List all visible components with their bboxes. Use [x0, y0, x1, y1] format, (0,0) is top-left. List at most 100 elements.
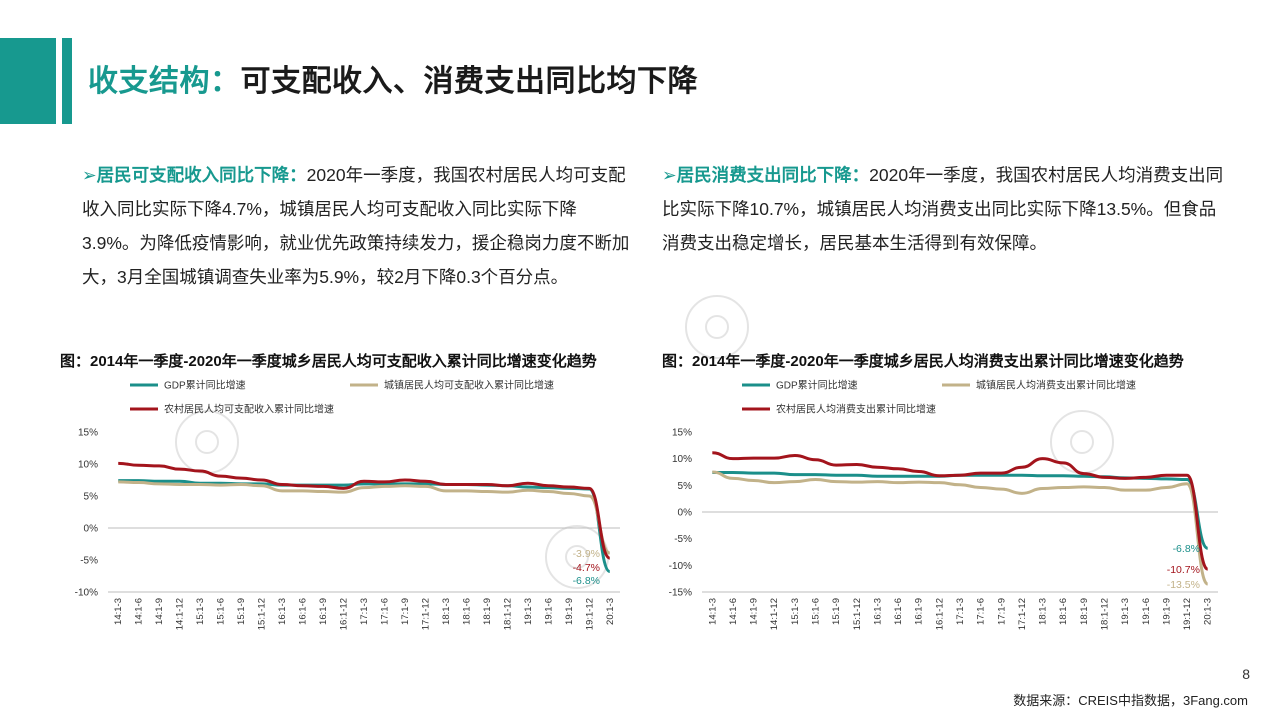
x-tick-label: 19:1-9 [1161, 598, 1172, 625]
spending-paragraph-lead: 居民消费支出同比下降： [676, 165, 870, 185]
x-tick-label: 18:1-12 [502, 598, 513, 630]
y-tick-label: 5% [678, 481, 693, 492]
x-tick-label: 16:1-9 [914, 598, 925, 625]
y-tick-label: -10% [75, 588, 98, 599]
x-tick-label: 15:1-12 [852, 598, 863, 630]
x-tick-label: 14:1-3 [707, 598, 718, 625]
data-label: -6.8% [573, 575, 600, 587]
y-tick-label: 0% [84, 524, 99, 535]
x-tick-label: 14:1-12 [175, 598, 186, 630]
y-tick-label: 15% [78, 428, 98, 439]
x-tick-label: 16:1-3 [872, 598, 883, 625]
x-tick-label: 15:1-3 [195, 598, 206, 625]
data-label: -6.8% [1173, 543, 1200, 555]
arrow-bullet-icon: ➢ [662, 165, 677, 185]
x-tick-label: 18:1-3 [1038, 598, 1049, 625]
x-tick-label: 15:1-9 [831, 598, 842, 625]
series-line-2 [118, 461, 611, 560]
legend-label: 农村居民人均消费支出累计同比增速 [776, 403, 936, 416]
legend-label: 城镇居民人均可支配收入累计同比增速 [384, 379, 554, 392]
x-tick-label: 16:1-12 [934, 598, 945, 630]
x-tick-label: 14:1-6 [728, 598, 739, 625]
x-tick-label: 18:1-9 [1079, 598, 1090, 625]
data-label: -4.7% [573, 562, 600, 574]
legend-item-2: 农村居民人均可支配收入累计同比增速 [130, 403, 334, 416]
income-paragraph: ➢居民可支配收入同比下降：2020年一季度，我国农村居民人均可支配收入同比实际下… [82, 158, 632, 294]
y-tick-label: 15% [672, 428, 692, 439]
x-tick-label: 19:1-9 [564, 598, 575, 625]
x-tick-label: 19:1-3 [1120, 598, 1131, 625]
x-tick-label: 14:1-12 [769, 598, 780, 630]
data-source-note: 数据来源：CREIS中指数据，3Fang.com [1013, 693, 1248, 708]
x-tick-label: 17:1-12 [1017, 598, 1028, 630]
x-tick-label: 14:1-6 [134, 598, 145, 625]
x-tick-label: 20:1-3 [605, 598, 616, 625]
spending-chart-title: 图：2014年一季度-2020年一季度城乡居民人均消费支出累计同比增速变化趋势 [662, 353, 1184, 370]
data-label: -13.5% [1167, 579, 1200, 591]
spending-growth-chart: GDP累计同比增速 城镇居民人均消费支出累计同比增速农村居民人均消费支出累计同比增… [669, 379, 1218, 630]
y-tick-label: 10% [672, 454, 692, 465]
x-tick-label: 17:1-6 [379, 598, 390, 625]
income-chart-title: 图：2014年一季度-2020年一季度城乡居民人均可支配收入累计同比增速变化趋势 [60, 353, 597, 370]
page-title: 收支结构：可支配收入、消费支出同比均下降 [88, 56, 698, 100]
x-tick-label: 15:1-12 [257, 598, 268, 630]
watermark-seal [685, 295, 749, 359]
legend-label: 城镇居民人均消费支出累计同比增速 [976, 379, 1136, 392]
x-tick-label: 19:1-3 [523, 598, 534, 625]
series-line-0 [118, 479, 611, 574]
x-tick-label: 20:1-3 [1203, 598, 1214, 625]
series-line-1 [118, 480, 611, 555]
x-tick-label: 14:1-9 [154, 598, 165, 625]
x-tick-label: 18:1-3 [441, 598, 452, 625]
legend-label: 农村居民人均可支配收入累计同比增速 [164, 403, 334, 416]
x-tick-label: 18:1-6 [461, 598, 472, 625]
legend-item-0: GDP累计同比增速 [130, 379, 246, 392]
x-tick-label: 17:1-9 [996, 598, 1007, 625]
arrow-bullet-icon: ➢ [82, 165, 97, 185]
legend-label: GDP累计同比增速 [164, 379, 246, 392]
legend-item-1: 城镇居民人均消费支出累计同比增速 [942, 379, 1136, 392]
y-tick-label: -10% [669, 561, 692, 572]
x-tick-label: 15:1-6 [216, 598, 227, 625]
y-tick-label: -5% [674, 534, 692, 545]
x-tick-label: 17:1-9 [400, 598, 411, 625]
x-tick-label: 15:1-9 [236, 598, 247, 625]
x-tick-label: 16:1-3 [277, 598, 288, 625]
data-label: -10.7% [1167, 564, 1200, 576]
legend-item-0: GDP累计同比增速 [742, 379, 858, 392]
income-paragraph-lead: 居民可支配收入同比下降： [96, 165, 307, 185]
x-tick-label: 16:1-6 [893, 598, 904, 625]
x-tick-label: 15:1-6 [811, 598, 822, 625]
x-tick-label: 17:1-12 [420, 598, 431, 630]
legend-label: GDP累计同比增速 [776, 379, 858, 392]
income-paragraph-body: 2020年一季度，我国农村居民人均可支配收入同比实际下降4.7%，城镇居民人均可… [82, 165, 630, 287]
y-tick-label: -15% [669, 588, 692, 599]
spending-paragraph: ➢居民消费支出同比下降：2020年一季度，我国农村居民人均消费支出同比实际下降1… [662, 158, 1232, 260]
x-tick-label: 16:1-9 [318, 598, 329, 625]
x-tick-label: 19:1-6 [1141, 598, 1152, 625]
x-tick-label: 17:1-3 [955, 598, 966, 625]
x-tick-label: 18:1-12 [1099, 598, 1110, 630]
x-tick-label: 14:1-9 [749, 598, 760, 625]
x-tick-label: 19:1-12 [584, 598, 595, 630]
x-tick-label: 19:1-12 [1182, 598, 1193, 630]
data-label: -3.9% [573, 548, 600, 560]
page-title-accent: 收支结构： [88, 65, 241, 98]
x-tick-label: 18:1-9 [482, 598, 493, 625]
x-tick-label: 16:1-12 [339, 598, 350, 630]
x-tick-label: 16:1-6 [298, 598, 309, 625]
x-tick-label: 17:1-6 [976, 598, 987, 625]
x-tick-label: 14:1-3 [113, 598, 124, 625]
legend-item-1: 城镇居民人均可支配收入累计同比增速 [350, 379, 554, 392]
page-title-rest: 可支配收入、消费支出同比均下降 [240, 65, 698, 98]
page-number: 8 [1242, 666, 1250, 682]
x-tick-label: 19:1-6 [543, 598, 554, 625]
y-tick-label: 5% [84, 492, 99, 503]
x-tick-label: 17:1-3 [359, 598, 370, 625]
x-tick-label: 18:1-6 [1058, 598, 1069, 625]
spending-paragraph-body: 2020年一季度，我国农村居民人均消费支出同比实际下降10.7%，城镇居民人均消… [662, 165, 1224, 253]
income-growth-chart: GDP累计同比增速 城镇居民人均可支配收入累计同比增速农村居民人均可支配收入累计同… [75, 379, 620, 630]
series-line-2 [712, 451, 1210, 571]
header-accent-stripe [62, 38, 72, 124]
header-accent-block [0, 38, 56, 124]
